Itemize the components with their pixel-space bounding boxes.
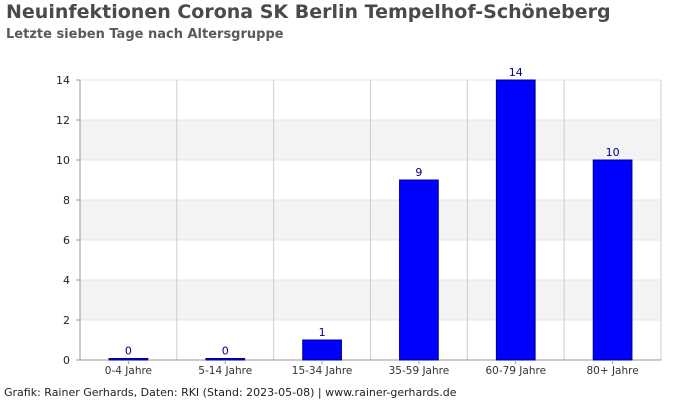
y-tick-label: 6: [63, 234, 70, 247]
y-tick-label: 2: [63, 314, 70, 327]
bar-value-label: 0: [222, 345, 229, 358]
bar: [108, 358, 149, 361]
bar-value-label: 9: [415, 166, 422, 179]
footer-credits: Grafik: Rainer Gerhards, Daten: RKI (Sta…: [4, 386, 457, 399]
bar-value-label: 1: [319, 326, 326, 339]
y-tick-label: 4: [63, 274, 70, 287]
y-tick-label: 12: [56, 114, 70, 127]
bar: [399, 179, 439, 361]
bar-value-label: 0: [125, 345, 132, 358]
bar: [495, 79, 536, 361]
bar: [592, 159, 633, 361]
y-tick-label: 10: [56, 154, 70, 167]
x-tick-label: 60-79 Jahre: [485, 365, 546, 377]
bar-value-label: 14: [509, 66, 523, 79]
chart-subtitle: Letzte sieben Tage nach Altersgruppe: [6, 27, 284, 42]
bar: [205, 358, 246, 361]
bar-value-label: 10: [606, 146, 620, 159]
x-tick-label: 15-34 Jahre: [292, 365, 353, 377]
x-tick-label: 35-59 Jahre: [389, 365, 450, 377]
x-tick-label: 0-4 Jahre: [105, 365, 152, 377]
x-tick-label: 80+ Jahre: [586, 365, 638, 377]
chart-title: Neuinfektionen Corona SK Berlin Tempelho…: [6, 1, 611, 23]
x-tick-label: 5-14 Jahre: [198, 365, 252, 377]
y-tick-label: 8: [63, 194, 70, 207]
y-tick-label: 0: [63, 354, 70, 367]
bar: [302, 339, 342, 361]
y-tick-label: 14: [56, 74, 70, 87]
